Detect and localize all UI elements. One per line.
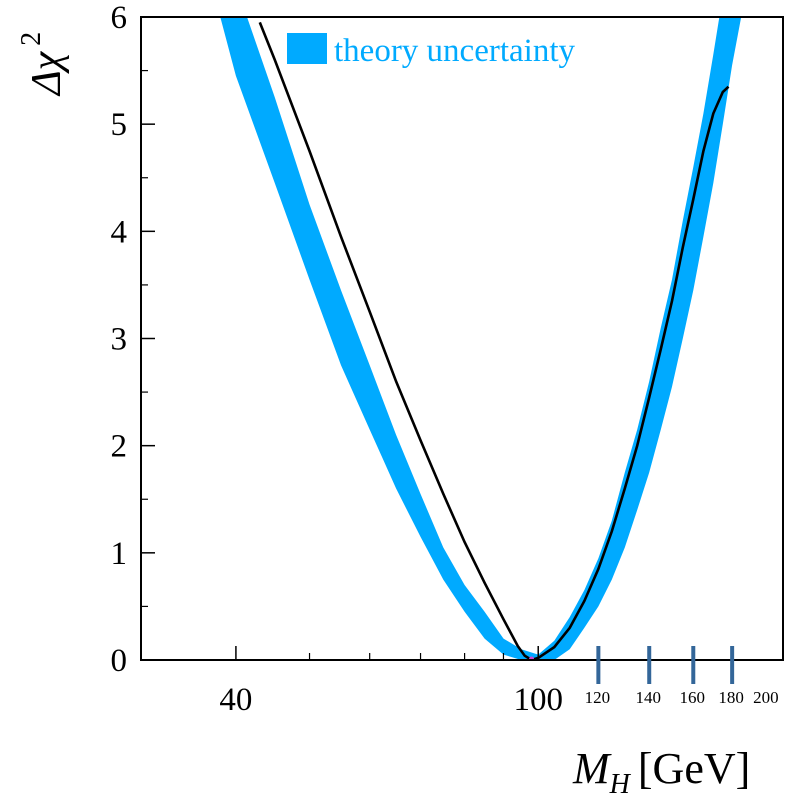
y-tick-label: 5 xyxy=(111,107,128,143)
axes-layer: 0 1 2 3 4 5 6 40 100 120 140 160 180 200 xyxy=(111,0,784,718)
y-axis-title: Δχ2 xyxy=(16,32,70,97)
y-tick-label: 3 xyxy=(111,322,128,358)
axis-titles: MH [GeV] Δχ2 xyxy=(16,32,750,798)
x-small-tick-label: 140 xyxy=(635,688,661,707)
x-small-tick-label: 200 xyxy=(753,688,779,707)
y-tick-label: 1 xyxy=(111,536,128,572)
y-tick-label: 4 xyxy=(111,214,128,250)
legend-swatch xyxy=(287,33,327,64)
x-small-tick-label: 120 xyxy=(585,688,611,707)
y-tick-label: 2 xyxy=(111,429,128,465)
plot-frame xyxy=(140,16,784,661)
x-tick-label: 100 xyxy=(513,682,563,718)
x-tick-label: 40 xyxy=(219,682,252,718)
y-tick-label: 0 xyxy=(111,643,128,679)
uncertainty-band xyxy=(220,17,742,660)
chi2-curve xyxy=(258,21,730,660)
y-tick-label: 6 xyxy=(111,0,128,36)
x-axis-title: MH [GeV] xyxy=(572,744,750,798)
x-small-tick-label: 160 xyxy=(680,688,706,707)
x-small-tick-label: 180 xyxy=(718,688,744,707)
legend-label: theory uncertainty xyxy=(334,33,575,69)
legend: theory uncertainty xyxy=(287,33,575,69)
band-layer xyxy=(220,17,742,660)
